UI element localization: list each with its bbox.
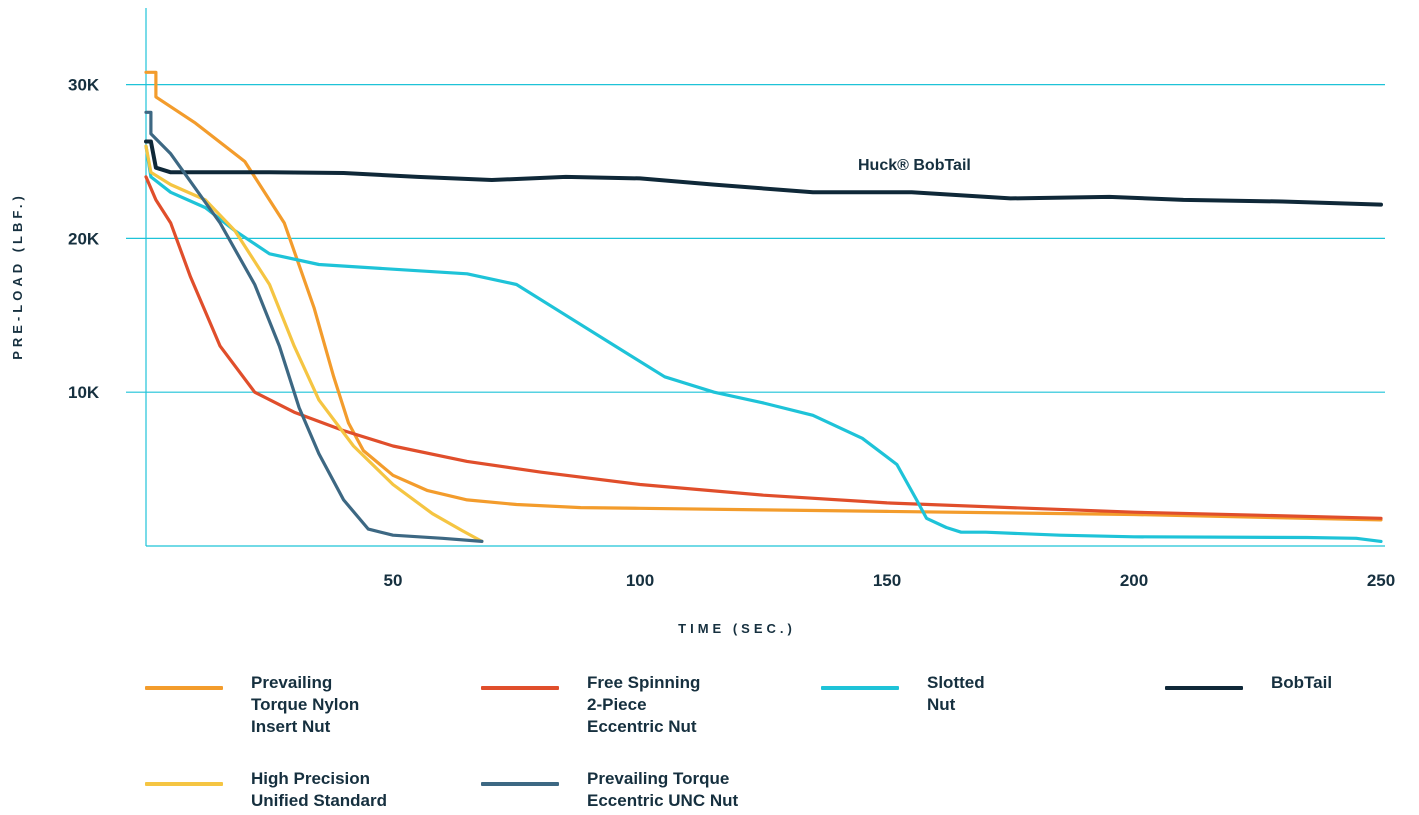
x-tick-label: 250 [1367, 571, 1395, 590]
x-tick-label: 50 [384, 571, 403, 590]
legend-label: Slotted Nut [927, 673, 985, 714]
gridlines [126, 83, 1385, 393]
series-line-5 [144, 110, 484, 543]
y-tick-label: 20K [68, 229, 100, 248]
legend-label: Free Spinning 2-Piece Eccentric Nut [587, 673, 701, 736]
y-tick-label: 30K [68, 76, 100, 95]
tick-labels: 10K 20K 30K 50 100 150 200 250 [68, 76, 1395, 590]
legend-swatch [481, 782, 559, 786]
legend-label: Prevailing Torque Nylon Insert Nut [251, 673, 360, 736]
legend-item-free-spinning: Free Spinning 2-Piece Eccentric Nut [481, 672, 787, 738]
y-tick-label: 10K [68, 383, 100, 402]
legend-swatch [1165, 686, 1243, 690]
legend-item-nylon-insert: Prevailing Torque Nylon Insert Nut [145, 672, 451, 738]
legend-item-eccentric-unc: Prevailing Torque Eccentric UNC Nut [481, 768, 787, 812]
line-chart: 10K 20K 30K 50 100 150 200 250 TIME (SEC.) PRE-… [10, 8, 1395, 636]
legend-label: Prevailing Torque Eccentric UNC Nut [587, 769, 739, 810]
legend-swatch [481, 686, 559, 690]
series-line-0 [144, 70, 1383, 522]
series-layer [144, 70, 1383, 543]
series-line-3 [144, 139, 1383, 207]
x-tick-label: 200 [1120, 571, 1148, 590]
y-axis-title: PRE-LOAD (LBF.) [10, 192, 25, 360]
axes [145, 8, 1385, 547]
legend-label: High Precision Unified Standard [251, 769, 388, 810]
legend-item-slotted-nut: Slotted Nut [821, 672, 1127, 716]
legend-item-bobtail: BobTail [1165, 672, 1419, 694]
series-line-4 [144, 144, 484, 543]
legend-label: BobTail [1271, 673, 1333, 692]
series-line-1 [144, 175, 1383, 520]
legend-item-high-precision: High Precision Unified Standard [145, 768, 451, 812]
series-line-2 [144, 144, 1383, 543]
x-tick-label: 100 [626, 571, 654, 590]
legend-swatch [821, 686, 899, 690]
legend-swatch [145, 782, 223, 786]
legend: Prevailing Torque Nylon Insert Nut Free … [145, 672, 1385, 812]
annotation-bobtail: Huck® BobTail [858, 157, 971, 174]
legend-swatch [145, 686, 223, 690]
x-tick-label: 150 [873, 571, 901, 590]
x-axis-title: TIME (SEC.) [678, 621, 796, 636]
